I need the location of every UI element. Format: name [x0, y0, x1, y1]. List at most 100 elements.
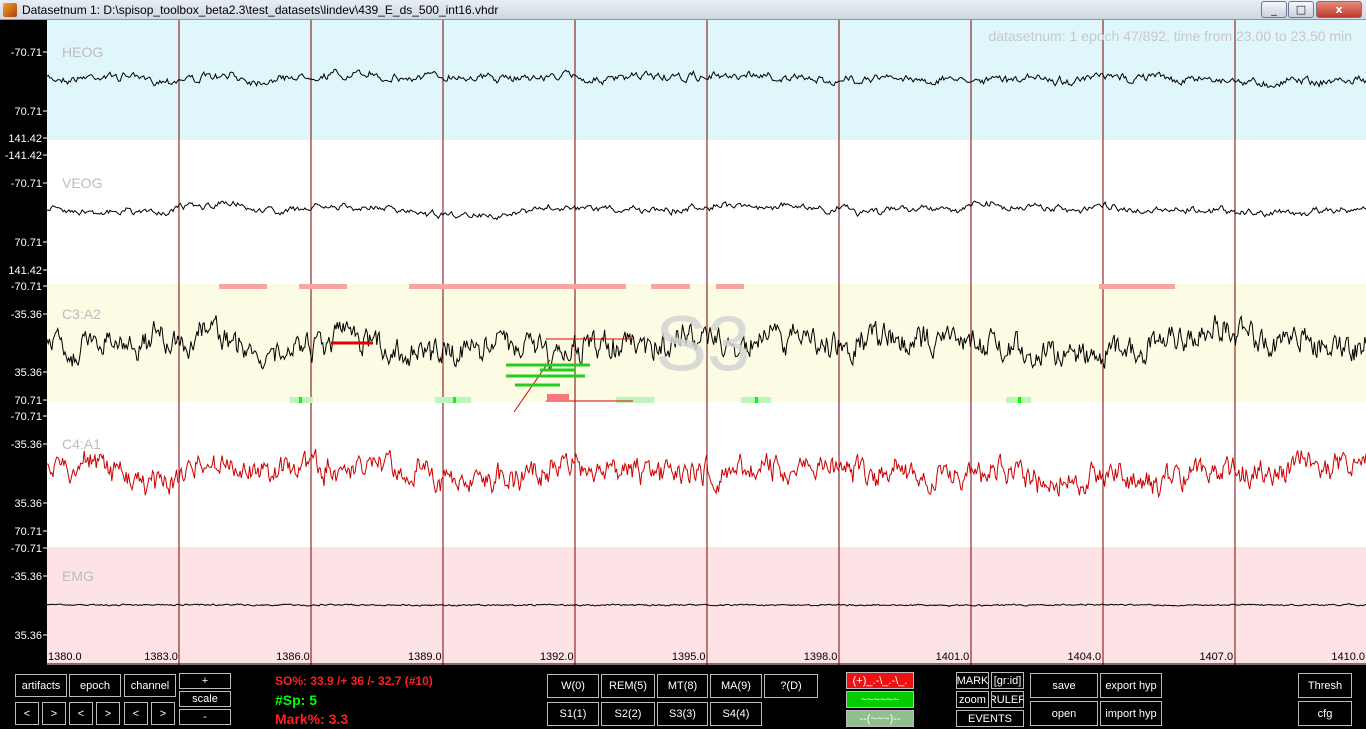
stage-w-button[interactable]: W(0) — [547, 674, 599, 698]
artifact-prev-button[interactable]: < — [15, 702, 39, 725]
stage-s2-button[interactable]: S2(2) — [601, 702, 655, 726]
eeg-plot-area[interactable]: HEOG VEOG C3:A2 C4:A1 EMG -70.71 70.71 141.42 -1… — [0, 20, 1366, 665]
x-tick-label: 1407.0 — [1199, 651, 1233, 663]
epoch-info-text: datasetnum: 1 epoch 47/892, time from 23… — [989, 28, 1352, 44]
y-tick-label: -70.71 — [11, 47, 42, 59]
y-axis-panel — [0, 20, 47, 665]
spindle-peak-marker — [299, 397, 302, 403]
y-tick-label: -70.71 — [11, 543, 42, 555]
spindle-mode-button[interactable]: ~~~~~~ — [846, 691, 914, 708]
open-button[interactable]: open — [1030, 701, 1098, 726]
stage-rem-button[interactable]: REM(5) — [601, 674, 655, 698]
so-statistics: SO%: 33.9 /+ 36 /- 32.7 (#10) — [275, 674, 433, 688]
stage-mt-button[interactable]: MT(8) — [657, 674, 708, 698]
channel-label-c3a2: C3:A2 — [62, 306, 101, 322]
c3a2-trace — [46, 314, 1366, 372]
save-button[interactable]: save — [1030, 673, 1098, 698]
events-button[interactable]: EVENTS — [956, 710, 1024, 727]
artifact-marker — [1099, 284, 1175, 289]
artifact-marker — [409, 284, 626, 289]
artifact-marker — [299, 284, 347, 289]
x-tick-label: 1410.0 — [1331, 651, 1365, 663]
channel-label-c4a1: C4:A1 — [62, 436, 101, 452]
c4a1-trace — [46, 448, 1366, 499]
y-tick-label: -70.71 — [11, 411, 42, 423]
scale-plus-button[interactable]: + — [179, 673, 231, 689]
stage-s3-button[interactable]: S3(3) — [657, 702, 708, 726]
channel-label-heog: HEOG — [62, 44, 103, 60]
artifact-marker — [716, 284, 744, 289]
y-tick-label: 35.36 — [14, 630, 42, 642]
epoch-button[interactable]: epoch — [69, 674, 121, 697]
stage-s4-button[interactable]: S4(4) — [710, 702, 762, 726]
y-tick-label: 70.71 — [14, 237, 42, 249]
so-fill — [547, 394, 569, 401]
title-bar: Datasetnum 1: D:\spisop_toolbox_beta2.3\… — [0, 0, 1366, 20]
veog-trace — [46, 200, 1366, 221]
import-hyp-button[interactable]: import hyp — [1100, 701, 1162, 726]
channel-prev-button[interactable]: < — [124, 702, 148, 725]
scale-minus-button[interactable]: - — [179, 709, 231, 725]
y-tick-label: -35.36 — [11, 309, 42, 321]
y-tick-label: -141.42 — [5, 150, 42, 162]
x-tick-label: 1380.0 — [48, 651, 82, 663]
artifact-marker — [219, 284, 267, 289]
channel-button[interactable]: channel — [124, 674, 176, 697]
minimize-button[interactable]: _ — [1261, 1, 1287, 18]
spindle-count: #Sp: 5 — [275, 692, 318, 708]
y-tick-label: 141.42 — [8, 265, 42, 277]
y-tick-label: -70.71 — [11, 178, 42, 190]
ruler-button[interactable]: RULER — [991, 691, 1024, 708]
channel-label-emg: EMG — [62, 568, 94, 584]
y-tick-label: -35.36 — [11, 571, 42, 583]
stage-watermark: S3 — [655, 299, 750, 387]
channel-label-veog: VEOG — [62, 175, 102, 191]
eeg-plot[interactable]: HEOG VEOG C3:A2 C4:A1 EMG -70.71 70.71 141.42 -1… — [0, 20, 1366, 665]
x-tick-label: 1401.0 — [936, 651, 970, 663]
x-tick-label: 1398.0 — [804, 651, 838, 663]
y-tick-label: 141.42 — [8, 133, 42, 145]
close-button[interactable]: x — [1316, 1, 1362, 18]
thresh-button[interactable]: Thresh — [1298, 673, 1352, 698]
spindle-marker — [616, 397, 654, 403]
maximize-button[interactable]: □ — [1288, 1, 1314, 18]
cfg-button[interactable]: cfg — [1298, 701, 1352, 726]
x-tick-label: 1389.0 — [408, 651, 442, 663]
spindle-peak-marker — [755, 397, 758, 403]
matlab-icon — [3, 3, 17, 17]
control-panel: artifacts epoch channel + scale - < > < … — [0, 665, 1366, 729]
scale-label: scale — [179, 691, 231, 707]
channel-next-button[interactable]: > — [151, 702, 175, 725]
zoom-button[interactable]: zoom — [956, 691, 989, 708]
epoch-next-button[interactable]: > — [96, 702, 120, 725]
mark-button[interactable]: MARK — [956, 672, 989, 689]
spindle-peak-marker — [1018, 397, 1021, 403]
artifact-next-button[interactable]: > — [42, 702, 66, 725]
y-tick-label: 35.36 — [14, 367, 42, 379]
x-tick-label: 1404.0 — [1068, 651, 1102, 663]
grid-button[interactable]: [gr:id] — [991, 672, 1024, 689]
x-tick-label: 1395.0 — [672, 651, 706, 663]
x-tick-label: 1383.0 — [144, 651, 178, 663]
stage-ma-button[interactable]: MA(9) — [710, 674, 762, 698]
mark-mode-button[interactable]: --(~~~)-- — [846, 710, 914, 727]
y-tick-label: 70.71 — [14, 395, 42, 407]
stage-s1-button[interactable]: S1(1) — [547, 702, 599, 726]
window-title: Datasetnum 1: D:\spisop_toolbox_beta2.3\… — [22, 3, 499, 17]
artifacts-button[interactable]: artifacts — [15, 674, 67, 697]
y-tick-label: 70.71 — [14, 106, 42, 118]
spindle-peak-marker — [453, 397, 456, 403]
y-tick-label: -70.71 — [11, 281, 42, 293]
emg-trace — [46, 603, 1366, 607]
epoch-prev-button[interactable]: < — [69, 702, 93, 725]
export-hyp-button[interactable]: export hyp — [1100, 673, 1162, 698]
y-tick-label: -35.36 — [11, 439, 42, 451]
heog-trace — [46, 68, 1366, 88]
y-tick-label: 70.71 — [14, 526, 42, 538]
x-tick-label: 1392.0 — [540, 651, 574, 663]
mark-percent: Mark%: 3.3 — [275, 711, 349, 727]
stage-unknown-button[interactable]: ?(D) — [764, 674, 818, 698]
x-tick-label: 1386.0 — [276, 651, 310, 663]
so-mode-button[interactable]: (+)_.-\_.-\_. — [846, 672, 914, 689]
y-tick-label: 35.36 — [14, 498, 42, 510]
